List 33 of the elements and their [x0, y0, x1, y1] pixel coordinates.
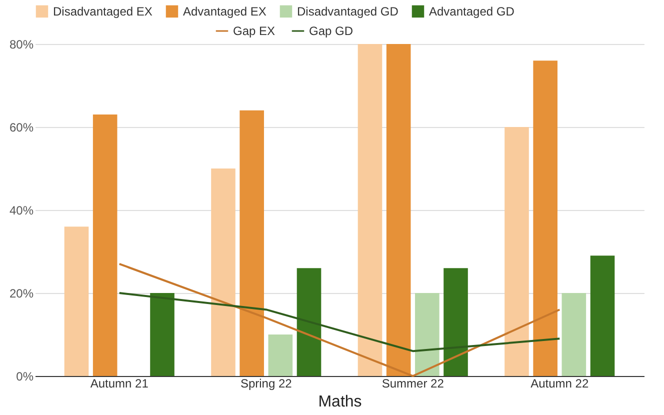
x-tick-label: Spring 22 — [240, 376, 292, 390]
bar — [92, 114, 118, 376]
bar — [504, 127, 529, 376]
legend-label: Advantaged EX — [183, 4, 266, 18]
legend-label: Disadvantaged EX — [53, 4, 152, 18]
y-tick-label: 40% — [9, 204, 34, 218]
line-series — [118, 292, 561, 352]
bar — [444, 268, 468, 376]
legend-label: Disadvantaged GD — [297, 4, 399, 18]
bar — [590, 256, 615, 376]
y-tick-label: 0% — [16, 370, 34, 384]
line-series — [118, 262, 561, 377]
legend-label: Advantaged GD — [429, 4, 515, 18]
bar — [296, 268, 322, 376]
legend-label: Gap EX — [233, 24, 276, 38]
bar — [211, 168, 236, 376]
x-tick-label: Autumn 21 — [90, 376, 149, 390]
bar — [358, 44, 382, 376]
y-tick-label: 20% — [9, 286, 34, 300]
x-tick-label: Autumn 22 — [530, 376, 589, 390]
x-tick-label: Summer 22 — [382, 376, 444, 390]
bar — [240, 110, 264, 376]
bar — [64, 226, 89, 376]
y-tick-label: 80% — [9, 38, 34, 52]
bar — [386, 44, 411, 376]
bar — [150, 293, 174, 376]
legend-label: Gap GD — [309, 24, 354, 38]
bar — [268, 334, 293, 376]
x-axis-title: Maths — [318, 394, 362, 410]
y-tick-label: 60% — [9, 120, 34, 134]
bar — [562, 293, 586, 376]
bar — [415, 293, 440, 376]
bar — [533, 60, 558, 376]
